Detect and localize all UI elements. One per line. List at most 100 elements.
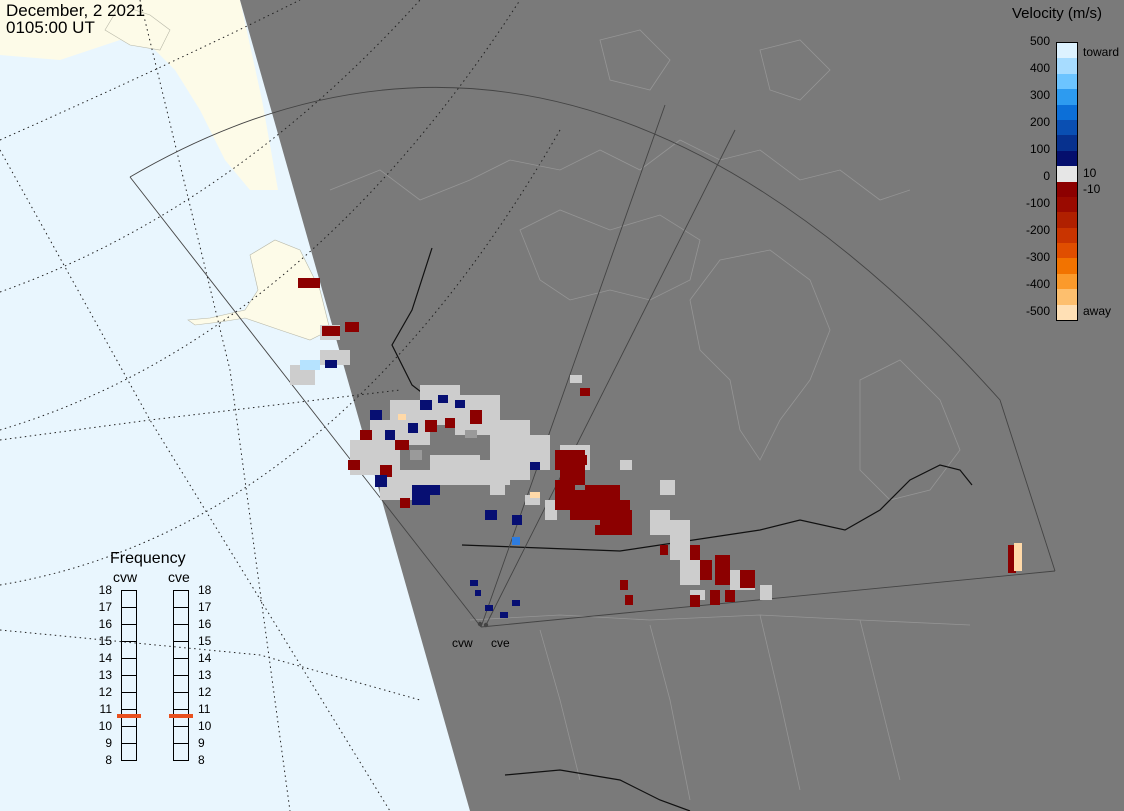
colorbar-segment xyxy=(1057,166,1077,183)
toward-label: toward xyxy=(1083,45,1120,59)
toward-echo-cell xyxy=(420,400,432,410)
colorbar-segment xyxy=(1057,258,1077,275)
colorbar-segment xyxy=(1057,196,1077,214)
colorbar-tick: -100 xyxy=(1025,196,1050,210)
toward-echo-cell xyxy=(470,580,478,586)
away-echo-cell xyxy=(620,580,628,590)
toward-echo-cell xyxy=(375,475,387,487)
frequency-cell xyxy=(173,641,189,659)
colorbar-segment xyxy=(1057,73,1077,91)
away-echo-cell xyxy=(690,545,700,560)
frequency-tick-right: 12 xyxy=(198,685,212,699)
toward-echo-cell xyxy=(485,605,493,611)
frequency-column-cve xyxy=(169,590,193,761)
frequency-tick-right: 16 xyxy=(198,617,212,631)
colorbar-tick: 400 xyxy=(1029,61,1050,75)
toward-echo-cell xyxy=(475,590,481,596)
away-echo-cell xyxy=(700,560,712,580)
frequency-cell xyxy=(121,675,137,693)
velocity-colorbar xyxy=(1056,42,1078,321)
low-velocity-cell xyxy=(680,555,700,585)
colorbar-tick: -500 xyxy=(1025,304,1050,318)
colorbar-tick: 100 xyxy=(1029,142,1050,156)
colorbar-segment xyxy=(1057,273,1077,291)
frequency-cell xyxy=(173,743,189,761)
away-echo-cell xyxy=(380,465,392,477)
toward-echo-cell xyxy=(512,600,520,606)
radar-label-cve: cve xyxy=(491,636,510,650)
low-velocity-cell xyxy=(545,500,557,520)
radar-label-cvw: cvw xyxy=(452,636,473,650)
frequency-tick-left: 13 xyxy=(98,668,112,682)
away-echo-cell xyxy=(445,418,455,428)
away-echo-cell xyxy=(1008,545,1016,573)
away-echo-cell xyxy=(298,278,320,288)
fast-away-echo-cell xyxy=(530,492,540,498)
frequency-tick-right: 14 xyxy=(198,651,212,665)
toward-echo-cell xyxy=(438,395,448,403)
away-echo-cell xyxy=(345,322,359,332)
frequency-cell xyxy=(121,692,137,710)
frequency-tick-left: 9 xyxy=(105,736,112,750)
night-region xyxy=(240,0,1124,811)
fast-away-echo-cell xyxy=(398,414,406,420)
low-velocity-cell xyxy=(650,510,670,535)
colorbar-segment xyxy=(1057,212,1077,229)
frequency-tick-right: 15 xyxy=(198,634,212,648)
fast-away-echo-cell xyxy=(1014,543,1022,571)
frequency-title: Frequency xyxy=(110,550,186,567)
ground-scatter-cell xyxy=(465,430,477,438)
echo-cells xyxy=(290,278,1022,618)
frequency-cell xyxy=(173,590,189,608)
away-echo-cell xyxy=(425,420,437,432)
away-echo-cell xyxy=(360,430,372,440)
toward-echo-cell xyxy=(325,360,337,368)
away-echo-cell xyxy=(715,555,730,585)
map-date: December, 2 2021 xyxy=(6,1,145,20)
colorbar-tick: -400 xyxy=(1025,277,1050,291)
frequency-tick-left: 18 xyxy=(98,583,112,597)
toward-echo-cell xyxy=(512,515,522,525)
frequency-cell xyxy=(121,726,137,744)
colorbar-segment xyxy=(1057,150,1077,168)
colorbar-segment xyxy=(1057,304,1077,320)
low-velocity-cell xyxy=(670,520,690,560)
away-label: away xyxy=(1083,304,1112,318)
fast-toward-echo-cell xyxy=(300,360,320,370)
frequency-radar-label: cvw xyxy=(113,569,138,585)
toward-echo-cell xyxy=(512,537,520,545)
coordinate-grid xyxy=(0,0,561,811)
frequency-cell xyxy=(121,607,137,625)
colorbar-tick: -300 xyxy=(1025,250,1050,264)
colorbar-segment xyxy=(1057,181,1077,198)
toward-echo-cell xyxy=(500,612,508,618)
toward-echo-cell xyxy=(485,510,497,520)
away-echo-cell xyxy=(400,498,410,508)
toward-echo-cell xyxy=(430,485,440,495)
frequency-tick-right: 9 xyxy=(198,736,205,750)
low-velocity-cell xyxy=(760,585,772,600)
colorbar-tick: -200 xyxy=(1025,223,1050,237)
away-echo-cell xyxy=(470,410,482,424)
away-echo-cell xyxy=(725,590,735,602)
toward-echo-cell xyxy=(412,485,430,505)
frequency-tick-left: 12 xyxy=(98,685,112,699)
low-velocity-cell xyxy=(525,495,540,505)
frequency-tick-left: 8 xyxy=(105,753,112,767)
away-echo-cell xyxy=(690,595,700,607)
frequency-cell xyxy=(173,624,189,642)
colorbar-segment xyxy=(1057,135,1077,152)
away-echo-cell xyxy=(595,525,615,535)
colorbar-segment xyxy=(1057,58,1077,75)
low-velocity-cell xyxy=(570,375,582,383)
negative-threshold-label: -10 xyxy=(1083,182,1101,196)
low-velocity-cell xyxy=(490,485,505,495)
frequency-cell xyxy=(121,590,137,608)
frequency-tick-left: 15 xyxy=(98,634,112,648)
colorbar-tick: 200 xyxy=(1029,115,1050,129)
colorbar-segment xyxy=(1057,43,1077,60)
colorbar-tick: 500 xyxy=(1029,34,1050,48)
frequency-tick-right: 8 xyxy=(198,753,205,767)
away-echo-cell xyxy=(575,455,587,465)
